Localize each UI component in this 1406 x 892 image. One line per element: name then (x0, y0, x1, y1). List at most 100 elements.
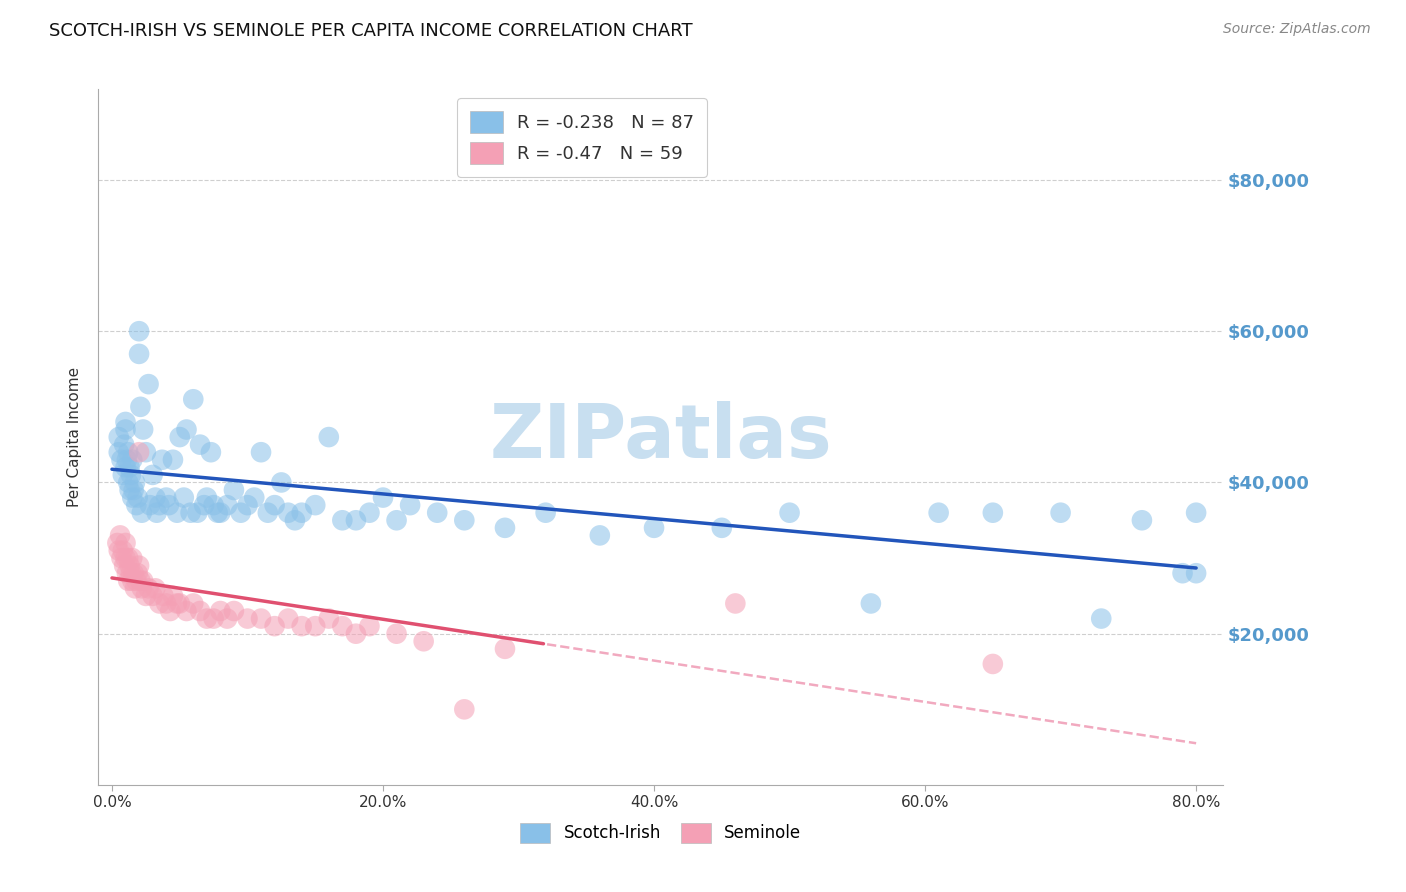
Point (128, 558, 150, 573)
Point (534, 506, 557, 520)
Point (710, 521, 733, 535)
Point (114, 423, 136, 437)
Point (114, 551, 136, 566)
Point (284, 513, 307, 527)
Point (111, 467, 134, 482)
Point (217, 498, 239, 512)
Point (200, 445, 222, 459)
Point (250, 445, 273, 459)
Point (181, 597, 204, 611)
Point (162, 452, 184, 467)
Point (209, 604, 232, 618)
Legend: Scotch-Irish, Seminole: Scotch-Irish, Seminole (510, 813, 811, 853)
Point (125, 574, 148, 588)
Point (114, 460, 136, 475)
Point (236, 611, 259, 625)
Point (494, 521, 516, 535)
Point (110, 452, 132, 467)
Point (263, 619, 285, 633)
Point (1185, 506, 1208, 520)
Point (155, 491, 177, 505)
Point (1185, 566, 1208, 581)
Point (131, 506, 153, 520)
Text: SCOTCH-IRISH VS SEMINOLE PER CAPITA INCOME CORRELATION CHART: SCOTCH-IRISH VS SEMINOLE PER CAPITA INCO… (49, 22, 693, 40)
Point (176, 604, 198, 618)
Point (779, 506, 801, 520)
Point (359, 506, 381, 520)
Point (270, 475, 292, 490)
Point (148, 597, 170, 611)
Point (385, 626, 408, 640)
Point (494, 641, 516, 656)
Point (127, 491, 149, 505)
Point (107, 445, 129, 459)
Point (426, 506, 449, 520)
Point (176, 423, 198, 437)
Point (928, 506, 950, 520)
Point (128, 347, 150, 361)
Point (1130, 513, 1153, 527)
Point (108, 528, 131, 542)
Point (117, 445, 139, 459)
Point (195, 611, 218, 625)
Point (145, 506, 167, 520)
Point (169, 597, 191, 611)
Point (643, 521, 665, 535)
Point (195, 491, 218, 505)
Point (121, 574, 143, 588)
Point (138, 582, 160, 596)
Point (152, 589, 174, 603)
Point (143, 582, 166, 596)
Point (371, 491, 394, 505)
Point (229, 506, 252, 520)
Point (132, 423, 155, 437)
Point (250, 611, 273, 625)
Point (135, 445, 157, 459)
Point (181, 392, 204, 407)
Point (291, 619, 314, 633)
Point (112, 558, 135, 573)
Point (120, 566, 142, 581)
Point (263, 498, 285, 512)
Point (114, 536, 136, 550)
Point (143, 491, 166, 505)
Point (117, 475, 139, 490)
Point (981, 506, 1004, 520)
Point (412, 634, 434, 648)
Point (209, 506, 232, 520)
Point (121, 551, 143, 566)
Point (117, 551, 139, 566)
Point (138, 377, 160, 392)
Point (859, 597, 882, 611)
Point (981, 657, 1004, 671)
Point (173, 491, 195, 505)
Point (131, 582, 153, 596)
Point (142, 589, 165, 603)
Point (122, 483, 145, 497)
Point (304, 498, 326, 512)
Point (166, 506, 188, 520)
Point (453, 513, 475, 527)
Point (115, 452, 138, 467)
Point (121, 491, 143, 505)
Point (277, 506, 299, 520)
Point (155, 597, 177, 611)
Point (157, 498, 180, 512)
Y-axis label: Per Capita Income: Per Capita Income (67, 367, 83, 508)
Point (344, 513, 367, 527)
Point (1049, 506, 1071, 520)
Point (277, 611, 299, 625)
Point (589, 528, 612, 542)
Point (120, 467, 142, 482)
Point (1090, 611, 1112, 625)
Point (132, 574, 155, 588)
Point (114, 415, 136, 429)
Point (128, 324, 150, 338)
Point (107, 543, 129, 558)
Point (135, 589, 157, 603)
Point (111, 543, 134, 558)
Point (236, 498, 259, 512)
Point (1171, 566, 1194, 581)
Point (121, 452, 143, 467)
Point (105, 536, 128, 550)
